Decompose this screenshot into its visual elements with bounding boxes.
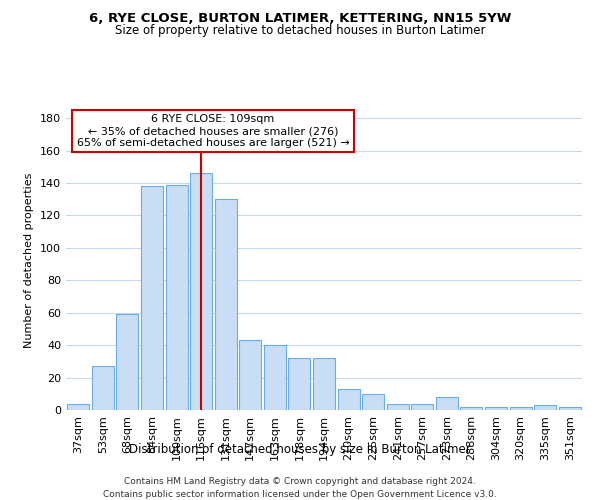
Bar xyxy=(92,366,114,410)
Bar xyxy=(534,405,556,410)
Bar xyxy=(509,407,532,410)
Bar xyxy=(386,404,409,410)
Text: Size of property relative to detached houses in Burton Latimer: Size of property relative to detached ho… xyxy=(115,24,485,37)
Bar xyxy=(460,407,482,410)
Bar xyxy=(239,340,262,410)
Bar xyxy=(289,358,310,410)
Bar xyxy=(313,358,335,410)
Bar xyxy=(166,184,188,410)
Text: 6, RYE CLOSE, BURTON LATIMER, KETTERING, NN15 5YW: 6, RYE CLOSE, BURTON LATIMER, KETTERING,… xyxy=(89,12,511,26)
Bar xyxy=(264,345,286,410)
Text: Contains HM Land Registry data © Crown copyright and database right 2024.: Contains HM Land Registry data © Crown c… xyxy=(124,478,476,486)
Bar xyxy=(67,404,89,410)
Bar xyxy=(215,199,237,410)
Bar xyxy=(411,404,433,410)
Bar xyxy=(116,314,139,410)
Bar xyxy=(362,394,384,410)
Text: Contains public sector information licensed under the Open Government Licence v3: Contains public sector information licen… xyxy=(103,490,497,499)
Bar xyxy=(559,407,581,410)
Bar xyxy=(338,389,359,410)
Text: Distribution of detached houses by size in Burton Latimer: Distribution of detached houses by size … xyxy=(129,442,471,456)
Bar xyxy=(436,397,458,410)
Bar xyxy=(141,186,163,410)
Bar xyxy=(190,173,212,410)
Bar xyxy=(485,407,507,410)
Y-axis label: Number of detached properties: Number of detached properties xyxy=(25,172,34,348)
Text: 6 RYE CLOSE: 109sqm
← 35% of detached houses are smaller (276)
65% of semi-detac: 6 RYE CLOSE: 109sqm ← 35% of detached ho… xyxy=(77,114,349,148)
